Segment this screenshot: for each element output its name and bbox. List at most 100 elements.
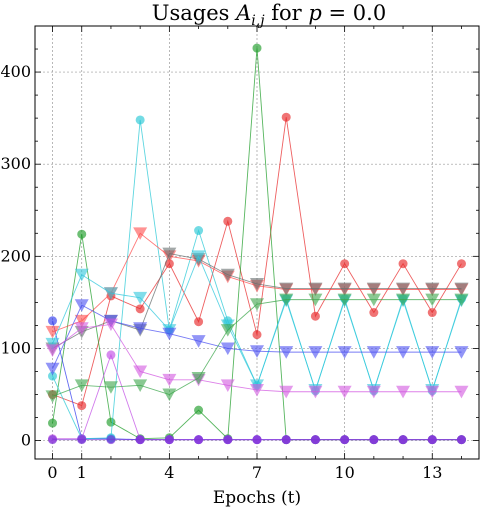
data-point — [162, 247, 177, 261]
data-point — [74, 322, 89, 335]
data-point — [133, 227, 148, 240]
data-point — [106, 417, 116, 427]
data-point — [250, 383, 264, 397]
data-point — [281, 435, 291, 445]
data-point — [135, 304, 145, 314]
data-point — [396, 282, 411, 296]
data-point — [425, 346, 440, 359]
data-point — [45, 390, 60, 404]
series-12 — [45, 293, 469, 404]
data-point — [103, 318, 118, 332]
series-10 — [45, 299, 469, 376]
y-tick-label: 300 — [0, 154, 31, 173]
data-point — [162, 373, 177, 387]
data-point — [250, 278, 264, 291]
data-point — [48, 418, 58, 428]
data-point — [456, 259, 466, 269]
data-point — [252, 330, 262, 340]
data-point — [427, 435, 437, 445]
data-point — [223, 435, 233, 445]
data-point — [366, 346, 381, 359]
data-point — [133, 379, 148, 392]
data-point — [45, 337, 60, 351]
data-point — [398, 435, 408, 445]
data-point — [162, 388, 177, 402]
data-point — [220, 324, 235, 337]
data-point — [454, 385, 469, 399]
data-point — [396, 346, 411, 359]
chart-title-symbol: A — [234, 1, 251, 25]
data-point — [396, 385, 411, 399]
data-point — [425, 282, 440, 296]
data-point — [279, 385, 294, 399]
y-tick-label: 100 — [0, 338, 31, 357]
data-point — [77, 401, 87, 411]
x-axis-label: Epochs (t) — [213, 488, 301, 508]
data-point — [279, 282, 294, 296]
data-point — [194, 317, 204, 327]
data-point — [250, 298, 264, 311]
data-point — [106, 435, 116, 445]
chart-title-suffix: for — [265, 1, 309, 25]
data-point — [77, 229, 87, 239]
data-point — [337, 385, 352, 399]
data-point — [369, 308, 379, 318]
x-tick-label: 1 — [77, 463, 87, 482]
data-point — [454, 346, 469, 359]
data-point — [252, 43, 262, 53]
chart-title-var: p — [308, 1, 321, 25]
data-point — [74, 379, 89, 392]
data-point — [366, 385, 381, 399]
y-tick-label: 400 — [0, 62, 31, 81]
data-point — [164, 259, 174, 269]
data-point — [74, 299, 89, 312]
data-point — [310, 311, 320, 321]
data-point — [103, 381, 118, 394]
data-point — [164, 435, 174, 445]
data-point — [398, 259, 408, 269]
data-point — [106, 350, 116, 360]
data-point — [162, 327, 177, 341]
data-point — [135, 435, 145, 445]
data-point — [133, 291, 148, 305]
x-tick-label: 7 — [252, 463, 262, 482]
data-point — [337, 346, 352, 359]
data-point — [220, 379, 235, 392]
series-6 — [48, 435, 466, 445]
data-point — [252, 435, 262, 445]
data-point — [425, 385, 440, 399]
y-tick-label: 0 — [21, 431, 31, 450]
data-point — [310, 435, 320, 445]
data-point — [45, 362, 60, 376]
data-point — [48, 316, 58, 326]
chart-title: Usages Ai,j for p = 0.0 — [152, 1, 386, 29]
data-point — [191, 335, 206, 348]
data-point — [454, 293, 469, 307]
data-point — [425, 293, 440, 307]
data-point — [77, 435, 87, 445]
data-point — [133, 365, 148, 379]
y-tick-label: 200 — [0, 246, 31, 265]
data-point — [194, 405, 204, 415]
data-point — [340, 435, 350, 445]
data-point — [191, 371, 206, 385]
data-point — [396, 293, 411, 307]
data-point — [308, 385, 323, 399]
data-point — [281, 112, 291, 122]
data-point — [135, 115, 145, 125]
data-point — [194, 226, 204, 236]
x-tick-label: 10 — [334, 463, 354, 482]
data-point — [279, 346, 294, 359]
data-point — [191, 250, 206, 263]
chart-title-equals: = 0.0 — [322, 1, 386, 25]
data-point — [220, 268, 235, 282]
data-point — [308, 346, 323, 359]
data-point — [48, 435, 58, 445]
chart-title-prefix: Usages — [152, 1, 236, 25]
data-point — [74, 314, 89, 328]
data-point — [48, 371, 58, 381]
data-point — [45, 325, 60, 339]
data-point — [454, 282, 469, 296]
data-point — [103, 287, 118, 300]
